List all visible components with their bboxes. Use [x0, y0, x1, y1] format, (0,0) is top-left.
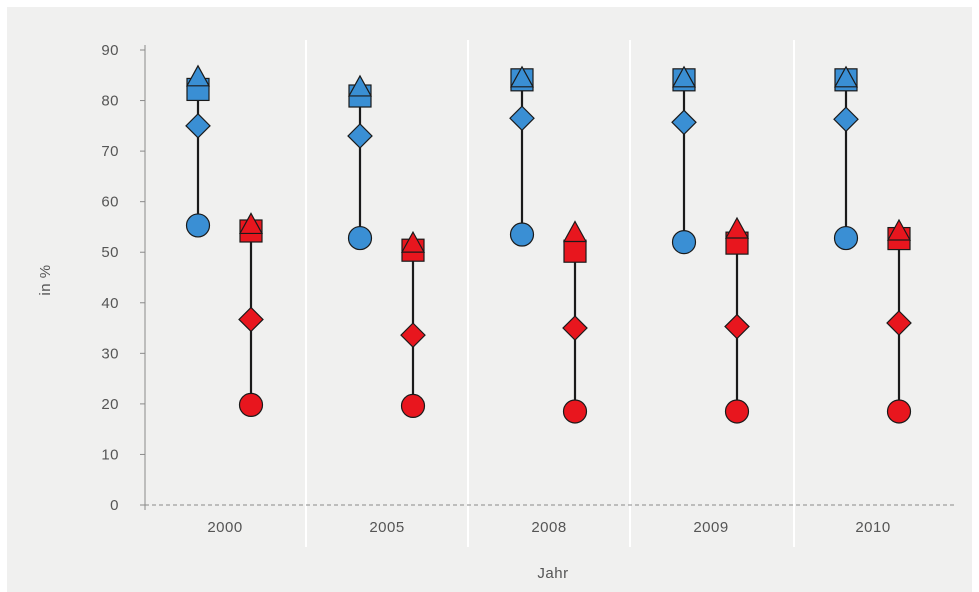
x-tick-label: 2005 [369, 519, 404, 536]
category-separators [305, 40, 795, 547]
y-tick-label: 60 [101, 194, 119, 211]
diamond-marker [347, 123, 373, 149]
triangle-marker [509, 65, 535, 88]
triangle-marker [671, 65, 697, 88]
x-tick-label: 2009 [693, 519, 728, 536]
y-axis: 0 10 20 30 40 50 60 70 80 90 [101, 42, 146, 514]
circle-marker [509, 222, 535, 247]
x-tick-label: 2008 [531, 519, 566, 536]
circle-marker [185, 213, 211, 238]
y-tick-label: 90 [101, 42, 119, 59]
y-tick-label: 0 [110, 497, 119, 514]
triangle-marker [400, 230, 426, 253]
square-marker [563, 239, 587, 263]
circle-marker [724, 399, 750, 424]
y-tick-label: 40 [101, 295, 119, 312]
triangle-marker [562, 220, 588, 243]
diamond-marker [238, 306, 264, 333]
circle-marker [347, 225, 373, 251]
y-tick-label: 20 [101, 396, 119, 413]
circle-marker [238, 392, 264, 417]
diamond-marker [671, 109, 697, 136]
diamond-marker [400, 322, 426, 348]
x-axis: 2000 2005 2008 2009 2010 [145, 504, 955, 536]
y-tick-label: 80 [101, 93, 119, 110]
circle-marker [833, 225, 859, 251]
x-axis-title: Jahr [537, 565, 568, 582]
y-tick-label: 70 [101, 143, 119, 160]
circle-marker [562, 399, 588, 424]
x-tick-label: 2000 [207, 519, 242, 536]
plot-background [7, 7, 972, 592]
triangle-marker [886, 218, 912, 241]
triangle-marker [238, 212, 264, 235]
diamond-marker [562, 315, 588, 341]
triangle-marker [833, 65, 859, 88]
diamond-marker [724, 313, 750, 340]
y-tick-label: 10 [101, 446, 119, 463]
diamond-marker [509, 105, 535, 132]
circle-marker [886, 399, 912, 424]
x-tick-label: 2010 [855, 519, 890, 536]
diamond-marker [185, 112, 211, 139]
circle-marker [400, 393, 426, 419]
y-tick-label: 30 [101, 345, 119, 362]
y-tick-label: 50 [101, 244, 119, 261]
diamond-marker [833, 106, 859, 133]
circle-marker [671, 230, 697, 255]
diamond-marker [886, 310, 912, 336]
triangle-marker [185, 64, 211, 87]
triangle-marker [724, 216, 750, 239]
triangle-marker [347, 74, 373, 97]
data-marks [185, 64, 912, 424]
y-axis-title: in % [37, 264, 54, 295]
